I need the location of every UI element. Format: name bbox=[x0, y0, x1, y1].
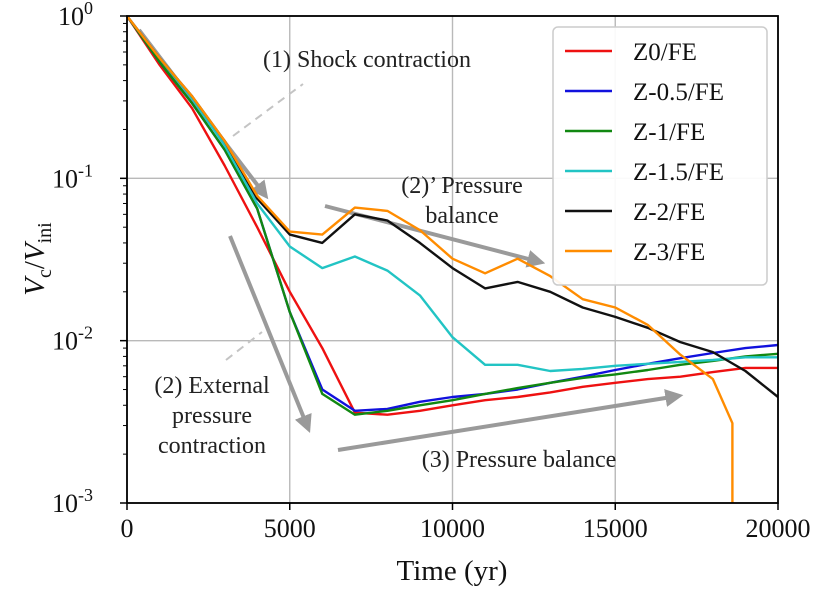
annotation-text: contraction bbox=[158, 433, 266, 459]
legend-label: Z-1.5/FE bbox=[633, 159, 724, 186]
y-tick-base: 10 bbox=[52, 327, 78, 356]
y-tick-exponent: -3 bbox=[78, 485, 93, 505]
series-line bbox=[126, 15, 779, 416]
y-tick-label: 100 bbox=[58, 0, 93, 31]
x-tick-label: 15000 bbox=[583, 514, 648, 543]
x-tick-label: 10000 bbox=[420, 514, 485, 543]
y-tick-label: 10-3 bbox=[52, 485, 93, 518]
y-tick-exponent: -1 bbox=[78, 160, 93, 180]
y-tick-exponent: 0 bbox=[84, 0, 93, 18]
y-tick-base: 10 bbox=[58, 2, 84, 31]
series-line bbox=[126, 15, 778, 416]
annotation-text: (2)’ Pressure bbox=[401, 173, 523, 199]
plot-frame bbox=[126, 15, 779, 504]
annotation-text: (1) Shock contraction bbox=[263, 47, 471, 73]
y-axis-label: Vc/Vini bbox=[19, 222, 56, 296]
y-tick-label: 10-2 bbox=[52, 323, 93, 356]
annotation-arrow bbox=[337, 389, 684, 452]
x-tick-label: 0 bbox=[121, 514, 134, 543]
annotation-text: pressure bbox=[172, 403, 252, 429]
annotation-arrow bbox=[228, 235, 312, 434]
legend-label: Z-2/FE bbox=[633, 199, 705, 226]
annotations: (1) Shock contraction (2)’ Pressure balanc… bbox=[154, 47, 616, 473]
series-line bbox=[126, 15, 778, 373]
annotation-text: (3) Pressure balance bbox=[422, 447, 617, 473]
annotation-text: balance bbox=[425, 203, 498, 229]
x-tick-label: 5000 bbox=[264, 514, 316, 543]
y-tick-base: 10 bbox=[52, 489, 78, 518]
legend-label: Z-3/FE bbox=[633, 239, 705, 266]
series-line bbox=[126, 15, 734, 503]
legend-label: Z0/FE bbox=[633, 39, 697, 66]
y-tick-label: 10-1 bbox=[52, 160, 93, 193]
annotation-leader bbox=[225, 331, 263, 361]
x-axis-label: Time (yr) bbox=[397, 555, 508, 587]
y-tick-base: 10 bbox=[52, 164, 78, 193]
legend: Z0/FE Z-0.5/FE Z-1/FE Z-1.5/FE Z-2/FE Z-3/FE bbox=[552, 26, 768, 286]
x-tick-label: 20000 bbox=[746, 514, 811, 543]
legend-label: Z-0.5/FE bbox=[633, 79, 724, 106]
y-tick-exponent: -2 bbox=[78, 323, 93, 343]
series-lines bbox=[126, 15, 779, 503]
legend-label: Z-1/FE bbox=[633, 119, 705, 146]
annotation-text: (2) External bbox=[154, 373, 270, 399]
annotation-leader bbox=[232, 83, 304, 137]
